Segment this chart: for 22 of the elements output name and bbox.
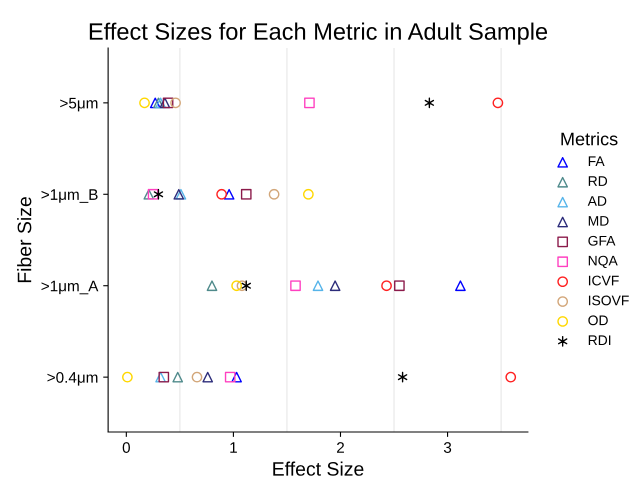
legend-label: ICVF: [588, 276, 619, 286]
legend-label: RD: [588, 176, 608, 186]
x-tick-label: 0: [122, 442, 130, 453]
legend-label: RDI: [588, 335, 610, 345]
y-tick-label: >1μm_B: [42, 189, 98, 203]
legend-title: Metrics: [561, 132, 618, 146]
legend-label: AD: [588, 196, 606, 206]
legend-label: GFA: [588, 236, 616, 246]
legend-label: NQA: [588, 256, 618, 268]
x-tick-label: 3: [444, 442, 452, 453]
x-axis-title: Effect Size: [273, 462, 364, 476]
legend-label: FA: [588, 156, 605, 166]
legend-label: OD: [588, 315, 608, 326]
legend-label: ISOVF: [588, 296, 629, 306]
y-tick-label: >0.4μm: [47, 372, 98, 386]
y-axis-title: Fiber Size: [17, 197, 32, 282]
legend-label: MD: [588, 216, 609, 226]
y-tick-label: >5μm: [60, 98, 98, 112]
x-tick-label: 2: [337, 442, 344, 453]
y-tick-label: >1μm_A: [42, 280, 98, 294]
x-tick-label: 1: [230, 442, 237, 453]
chart-title: Effect Sizes for Each Metric in Adult Sample: [90, 22, 548, 45]
